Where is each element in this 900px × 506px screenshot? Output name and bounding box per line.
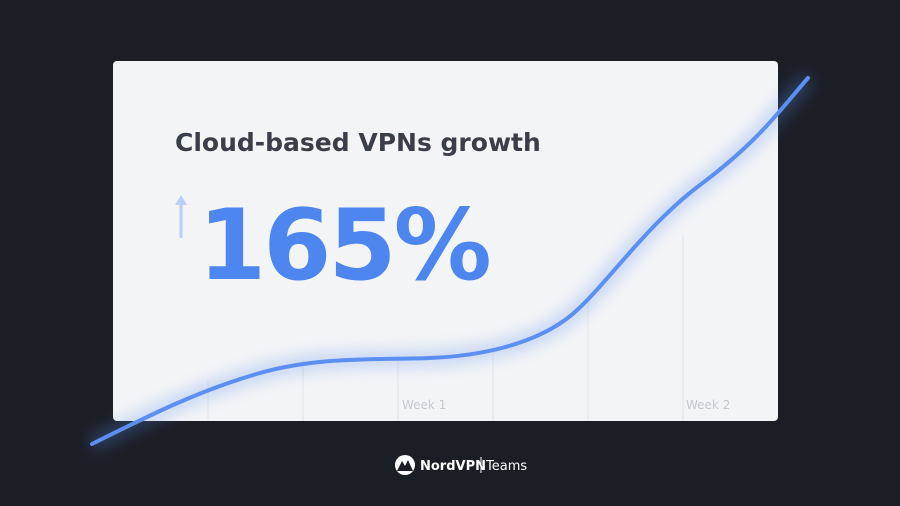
brand: NordVPN: [420, 459, 486, 474]
up-arrow: [175, 195, 187, 238]
stat: 165%: [198, 189, 490, 303]
curve: [90, 76, 810, 446]
product: Teams: [485, 459, 527, 474]
grid: [207, 235, 684, 421]
week-label: Week 1: [402, 398, 446, 412]
card: [113, 61, 778, 421]
week-label: Week 2: [686, 398, 730, 412]
logo: NordVPN Teams: [395, 455, 527, 475]
title: Cloud-based VPNs growth: [175, 128, 541, 157]
